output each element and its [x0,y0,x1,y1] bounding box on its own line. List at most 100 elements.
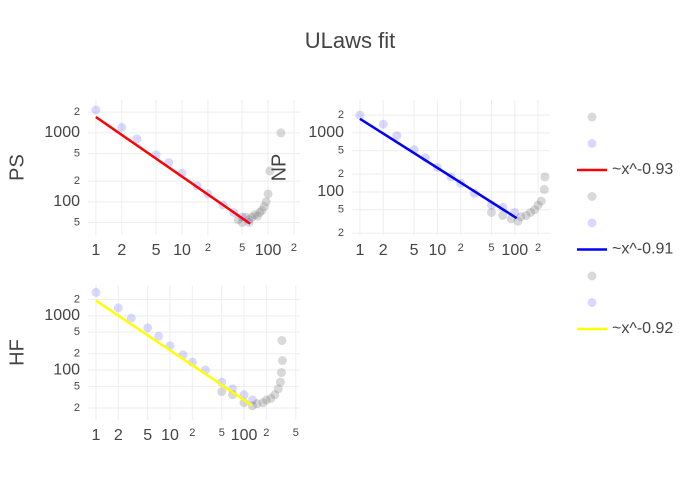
point [252,399,262,409]
point [261,197,271,207]
y-tick-label: 5 [74,326,80,338]
x-tick-label: 5 [152,242,161,259]
x-tick-label: 5 [488,242,494,254]
legend-marker [587,112,597,122]
point [266,393,276,403]
y-tick-label: 5 [338,145,344,157]
x-tick-label: 2 [117,242,126,259]
point [255,207,265,217]
legend-marker [587,139,597,148]
x-tick-label: 5 [293,427,299,439]
legend-marker [587,192,597,201]
point [530,205,540,215]
point [263,189,273,199]
point [378,119,388,129]
point [516,212,526,222]
point [257,205,267,215]
x-tick-label: 5 [219,427,225,439]
y-tick-label: 1000 [308,124,344,141]
y-tick-label: 5 [74,380,80,392]
point [486,207,496,217]
point [498,210,508,220]
y-tick-label: 2 [338,168,344,180]
x-tick-label: 5 [239,242,245,254]
point [540,172,550,182]
point [270,390,280,400]
point [91,105,101,115]
x-tick-label: 2 [458,242,464,254]
x-tick-label: 1 [92,427,101,444]
point [113,303,123,313]
y-tick-label: 2 [338,109,344,121]
y-tick-label: 5 [74,148,80,160]
point [259,202,269,212]
y-tick-label: 2 [74,293,80,305]
x-tick-label: 5 [143,427,152,444]
point [539,185,549,195]
legend-label: ~x^-0.93 [612,161,673,178]
x-tick-label: 100 [255,242,282,259]
fit-line [359,117,518,220]
point [273,384,283,394]
legend-marker [587,298,597,307]
y-tick-label: 5 [74,216,80,228]
y-tick-label: 2 [74,175,80,187]
y-tick-label: 100 [317,183,344,200]
y-axis-title: PS [6,154,28,181]
point [392,131,402,141]
x-tick-label: 2 [291,242,297,254]
point [143,323,153,333]
x-tick-label: 2 [205,242,211,254]
point [91,287,101,297]
point [261,395,271,405]
point [154,331,164,341]
point [521,210,531,220]
x-tick-label: 100 [501,242,528,259]
point [117,122,127,132]
point [355,110,365,120]
point [258,398,268,408]
point [132,134,142,144]
y-tick-label: 2 [74,348,80,360]
point [277,356,287,366]
chart-title: ULaws fit [305,28,395,53]
legend-label: ~x^-0.91 [612,241,673,258]
x-tick-label: 2 [379,242,388,259]
point [277,336,287,346]
y-tick-label: 5 [338,204,344,216]
y-axis-title: NP [268,154,290,182]
y-tick-label: 2 [338,227,344,239]
x-tick-label: 10 [161,427,179,444]
point [276,128,286,138]
x-tick-label: 100 [231,427,258,444]
y-tick-label: 2 [74,402,80,414]
point [250,210,260,220]
y-tick-label: 1000 [44,124,80,141]
x-tick-label: 5 [410,242,419,259]
x-tick-label: 2 [114,427,123,444]
y-tick-label: 100 [53,361,80,378]
y-axis-title: HF [6,339,28,366]
legend-marker [587,218,597,228]
point [275,377,285,387]
y-tick-label: 100 [53,193,80,210]
fit-line [95,299,253,407]
fit-line [95,115,251,225]
x-tick-label: 2 [263,427,269,439]
point [217,387,227,397]
x-tick-label: 2 [535,242,541,254]
x-tick-label: 2 [189,427,195,439]
y-tick-label: 2 [74,106,80,118]
x-tick-label: 10 [173,242,191,259]
x-tick-label: 10 [428,242,446,259]
point [276,368,286,378]
point [265,166,275,176]
point [247,395,257,405]
point [126,313,136,323]
legend-label: ~x^-0.92 [612,320,673,337]
x-tick-label: 1 [91,242,100,259]
point [252,211,262,221]
point [247,212,257,222]
